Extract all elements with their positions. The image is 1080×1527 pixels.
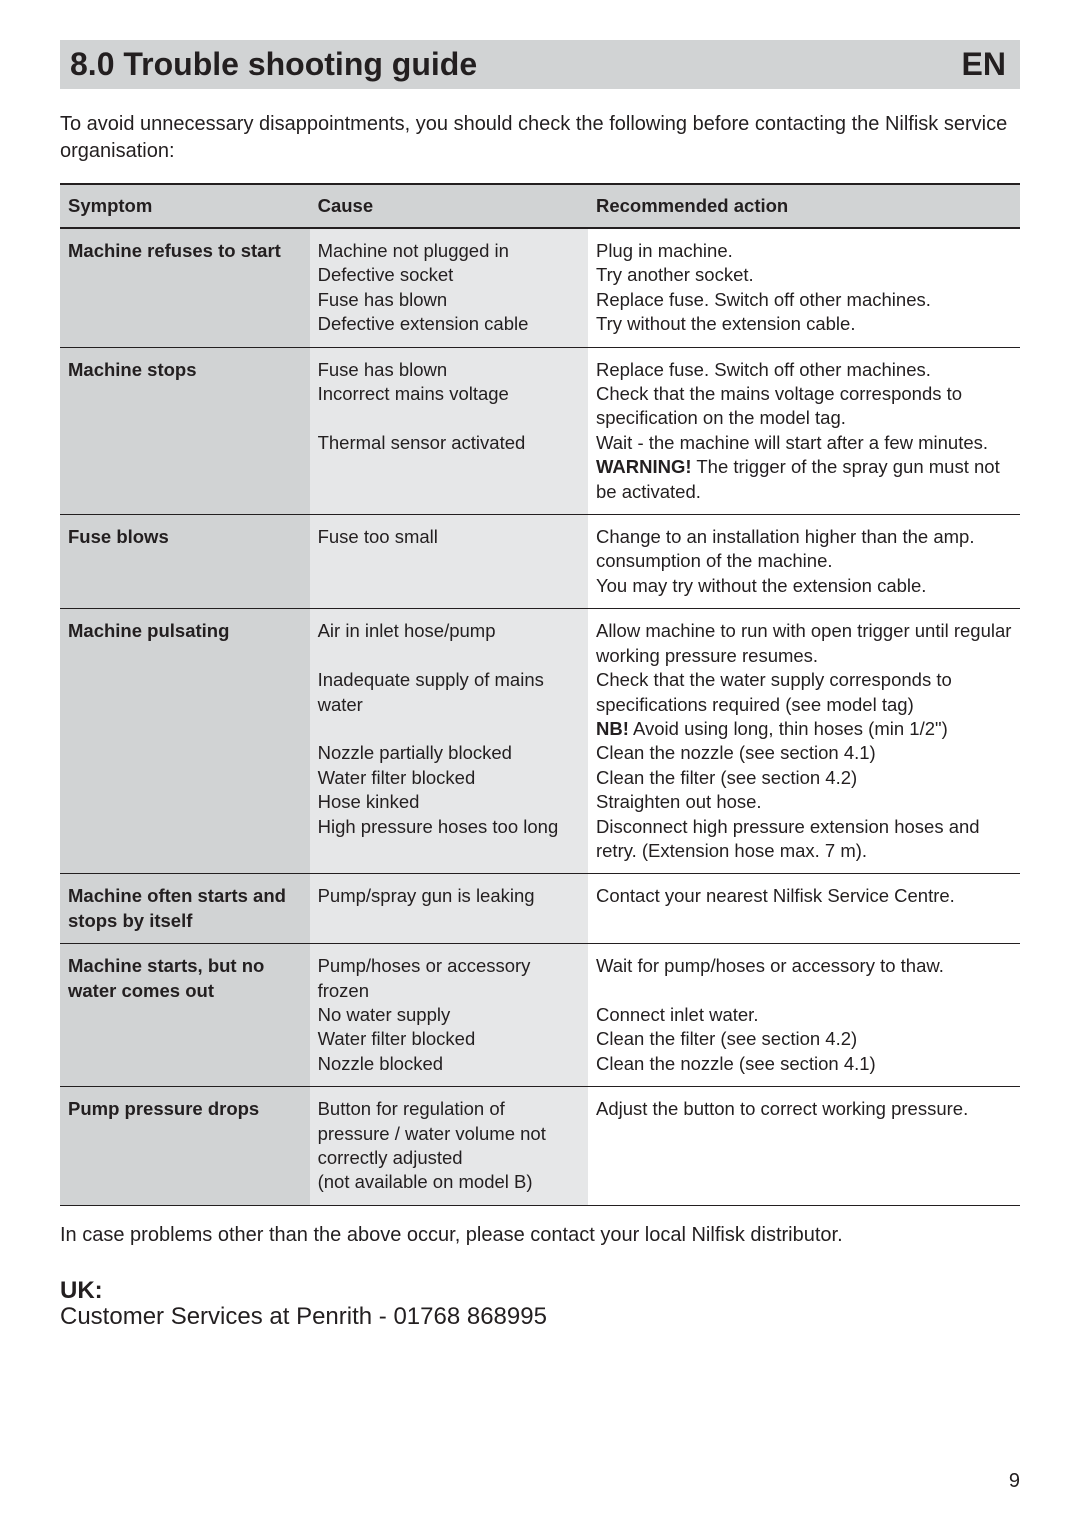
symptom-cell: Machine pulsating [60, 609, 310, 874]
cause-cell: Pump/spray gun is leaking [310, 874, 588, 944]
cause-cell: Pump/hoses or accessory frozen No water … [310, 944, 588, 1087]
table-row: Machine starts, but no water comes outPu… [60, 944, 1020, 1087]
cause-cell: Fuse too small [310, 515, 588, 609]
page-number: 9 [1009, 1470, 1020, 1493]
symptom-cell: Machine starts, but no water comes out [60, 944, 310, 1087]
uk-label: UK: [60, 1277, 1020, 1305]
cause-cell: Fuse has blown Incorrect mains voltage T… [310, 347, 588, 514]
table-row: Machine pulsatingAir in inlet hose/pump … [60, 609, 1020, 874]
cause-cell: Air in inlet hose/pump Inadequate supply… [310, 609, 588, 874]
intro-paragraph: To avoid unnecessary disappointments, yo… [60, 111, 1020, 165]
table-row: Machine refuses to startMachine not plug… [60, 228, 1020, 347]
col-action: Recommended action [588, 184, 1020, 228]
action-cell: Adjust the button to correct working pre… [588, 1087, 1020, 1206]
symptom-cell: Machine refuses to start [60, 228, 310, 347]
action-cell: Replace fuse. Switch off other machines.… [588, 347, 1020, 514]
uk-contact: UK: Customer Services at Penrith - 01768… [60, 1277, 1020, 1331]
col-symptom: Symptom [60, 184, 310, 228]
action-cell: Wait for pump/hoses or accessory to thaw… [588, 944, 1020, 1087]
symptom-cell: Pump pressure drops [60, 1087, 310, 1206]
table-row: Fuse blowsFuse too smallChange to an ins… [60, 515, 1020, 609]
language-code: EN [962, 46, 1006, 83]
action-cell: Plug in machine. Try another socket. Rep… [588, 228, 1020, 347]
symptom-cell: Machine often starts and stops by itself [60, 874, 310, 944]
action-cell: Allow machine to run with open trigger u… [588, 609, 1020, 874]
cause-cell: Machine not plugged in Defective socket … [310, 228, 588, 347]
col-cause: Cause [310, 184, 588, 228]
symptom-cell: Fuse blows [60, 515, 310, 609]
table-row: Machine stopsFuse has blown Incorrect ma… [60, 347, 1020, 514]
table-row: Pump pressure dropsButton for regulation… [60, 1087, 1020, 1206]
action-cell: Contact your nearest Nilfisk Service Cen… [588, 874, 1020, 944]
page-title: 8.0 Trouble shooting guide [70, 46, 477, 83]
symptom-cell: Machine stops [60, 347, 310, 514]
outro-paragraph: In case problems other than the above oc… [60, 1224, 1020, 1247]
table-row: Machine often starts and stops by itself… [60, 874, 1020, 944]
uk-customer-services: Customer Services at Penrith - 01768 868… [60, 1303, 1020, 1331]
section-heading: 8.0 Trouble shooting guide EN [60, 40, 1020, 89]
action-cell: Change to an installation higher than th… [588, 515, 1020, 609]
troubleshooting-table: Symptom Cause Recommended action Machine… [60, 183, 1020, 1206]
table-header-row: Symptom Cause Recommended action [60, 184, 1020, 228]
cause-cell: Button for regulation of pressure / wate… [310, 1087, 588, 1206]
